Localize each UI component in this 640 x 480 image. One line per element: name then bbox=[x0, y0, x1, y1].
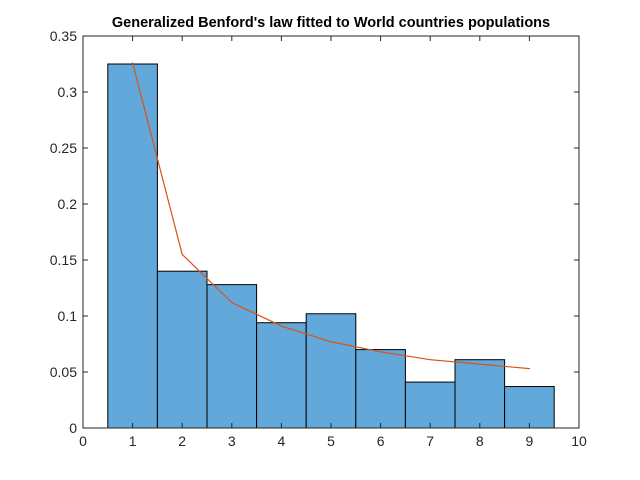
fit-line-layer bbox=[132, 62, 531, 370]
y-tick-label: 0.2 bbox=[58, 196, 78, 212]
y-tick-label: 0 bbox=[69, 420, 77, 436]
y-tick-label: 0.15 bbox=[50, 252, 77, 268]
fit-point-6 bbox=[380, 351, 382, 353]
bar-7 bbox=[404, 381, 456, 429]
x-tick-label: 10 bbox=[571, 433, 587, 449]
bar-9 bbox=[504, 386, 555, 429]
y-tick-label: 0.3 bbox=[58, 84, 78, 100]
bar-3 bbox=[206, 284, 258, 429]
bar-4 bbox=[256, 322, 307, 429]
bar-2 bbox=[156, 270, 208, 429]
x-tick-label: 7 bbox=[426, 433, 434, 449]
fit-point-5 bbox=[330, 341, 332, 343]
x-tick-label: 3 bbox=[228, 433, 236, 449]
x-tick-label: 8 bbox=[476, 433, 484, 449]
fit-point-2 bbox=[181, 253, 183, 255]
y-tick-label: 0.25 bbox=[50, 140, 77, 156]
y-tick-label: 0.05 bbox=[50, 364, 77, 380]
fit-point-4 bbox=[280, 325, 282, 327]
fit-point-1 bbox=[132, 62, 134, 64]
x-tick-label: 2 bbox=[178, 433, 186, 449]
bar-6 bbox=[355, 349, 406, 429]
bar-8 bbox=[454, 359, 506, 429]
x-tick-label: 4 bbox=[278, 433, 286, 449]
fit-point-3 bbox=[231, 301, 233, 304]
bar-5 bbox=[305, 313, 357, 429]
fit-point-7 bbox=[429, 359, 431, 361]
bar-1 bbox=[107, 63, 158, 429]
x-tick-label: 0 bbox=[79, 433, 87, 449]
x-tick-label: 9 bbox=[526, 433, 534, 449]
x-tick-label: 6 bbox=[377, 433, 385, 449]
chart-title: Generalized Benford's law fitted to Worl… bbox=[112, 15, 550, 31]
y-tick-label: 0.35 bbox=[50, 28, 77, 44]
fit-point-8 bbox=[479, 363, 481, 365]
fit-point-9 bbox=[528, 368, 531, 370]
x-tick-label: 5 bbox=[327, 433, 335, 449]
y-tick-label: 0.1 bbox=[58, 308, 78, 324]
x-tick-label: 1 bbox=[129, 433, 137, 449]
ticks-layer: 0 1 2 3 4 5 6 7 8 9 10 0 0.05 0.1 0.15 0.2 0.25 0.3 0.35 bbox=[50, 28, 587, 449]
